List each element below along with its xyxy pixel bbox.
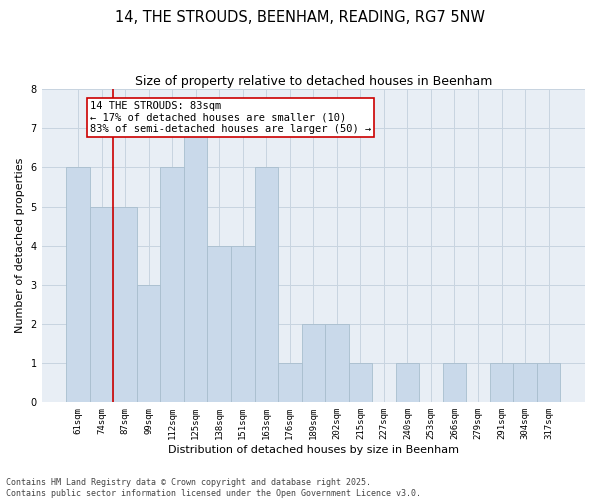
Text: Contains HM Land Registry data © Crown copyright and database right 2025.
Contai: Contains HM Land Registry data © Crown c… [6,478,421,498]
Bar [137,285,160,403]
Bar [490,363,513,403]
Bar [537,363,560,403]
X-axis label: Distribution of detached houses by size in Beenham: Distribution of detached houses by size … [168,445,459,455]
Bar [231,246,254,402]
Y-axis label: Number of detached properties: Number of detached properties [15,158,25,334]
Title: Size of property relative to detached houses in Beenham: Size of property relative to detached ho… [134,75,492,88]
Bar [208,246,231,402]
Bar [160,168,184,402]
Bar [302,324,325,402]
Bar [254,168,278,402]
Bar [184,128,208,402]
Bar [90,206,113,402]
Text: 14 THE STROUDS: 83sqm
← 17% of detached houses are smaller (10)
83% of semi-deta: 14 THE STROUDS: 83sqm ← 17% of detached … [90,101,371,134]
Bar [67,168,90,402]
Text: 14, THE STROUDS, BEENHAM, READING, RG7 5NW: 14, THE STROUDS, BEENHAM, READING, RG7 5… [115,10,485,25]
Bar [113,206,137,402]
Bar [325,324,349,402]
Bar [513,363,537,403]
Bar [443,363,466,403]
Bar [349,363,372,403]
Bar [395,363,419,403]
Bar [278,363,302,403]
